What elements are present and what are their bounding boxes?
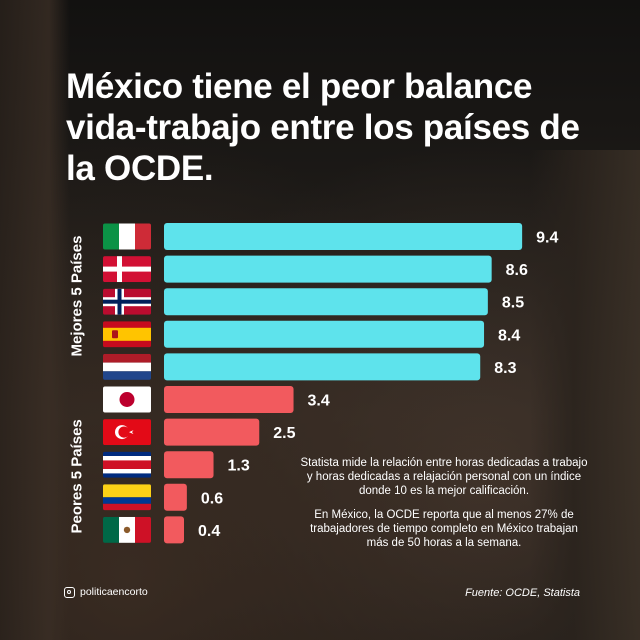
value-label-costa-rica: 1.3 <box>228 458 250 475</box>
methodology-note: Statista mide la relación entre horas de… <box>300 457 588 497</box>
value-label-espana: 8.4 <box>498 327 520 344</box>
group-label-worst: Peores 5 Países <box>68 419 86 534</box>
flag-espana-icon <box>103 321 151 348</box>
mexico-note: En México, la OCDE reporta que al menos … <box>310 509 578 549</box>
value-label-turquia: 2.5 <box>273 425 295 442</box>
instagram-icon <box>64 586 75 598</box>
bar-mexico <box>164 516 184 544</box>
flag-japon-icon <box>103 386 151 413</box>
value-label-mexico: 0.4 <box>198 523 220 540</box>
source-credit: Fuente: OCDE, Statista <box>465 587 580 599</box>
background-building-right <box>530 150 640 640</box>
bar-dinamarca <box>164 255 492 283</box>
flag-paises-bajos-icon <box>103 353 151 380</box>
flag-noruega-icon <box>103 288 151 315</box>
value-label-colombia: 0.6 <box>201 490 223 507</box>
bar-turquia <box>164 418 260 446</box>
flag-italia-icon <box>103 223 151 250</box>
background-building-left <box>0 0 70 640</box>
value-label-paises-bajos: 8.3 <box>494 360 516 377</box>
bar-espana <box>164 320 485 348</box>
flag-colombia-icon <box>103 484 151 511</box>
social-handle[interactable]: politicaencorto <box>64 586 148 598</box>
bar-italia <box>164 223 523 250</box>
flag-costa-rica-icon <box>103 451 151 478</box>
handle-text: politicaencorto <box>80 586 148 598</box>
flag-dinamarca-icon <box>103 256 151 283</box>
flag-turquia-icon <box>103 419 151 446</box>
bar-colombia <box>164 483 187 511</box>
value-label-noruega: 8.5 <box>502 295 524 312</box>
bar-japon <box>164 386 294 413</box>
flag-mexico-icon <box>103 516 151 543</box>
bar-costa-rica <box>164 451 214 479</box>
bar-paises-bajos <box>164 353 481 381</box>
value-label-italia: 9.4 <box>536 230 558 247</box>
group-label-best: Mejores 5 Países <box>68 235 86 357</box>
page-title: México tiene el peor balance vida-trabaj… <box>66 67 580 188</box>
bar-noruega <box>164 288 488 316</box>
value-label-japon: 3.4 <box>308 393 330 410</box>
value-label-dinamarca: 8.6 <box>506 262 528 279</box>
